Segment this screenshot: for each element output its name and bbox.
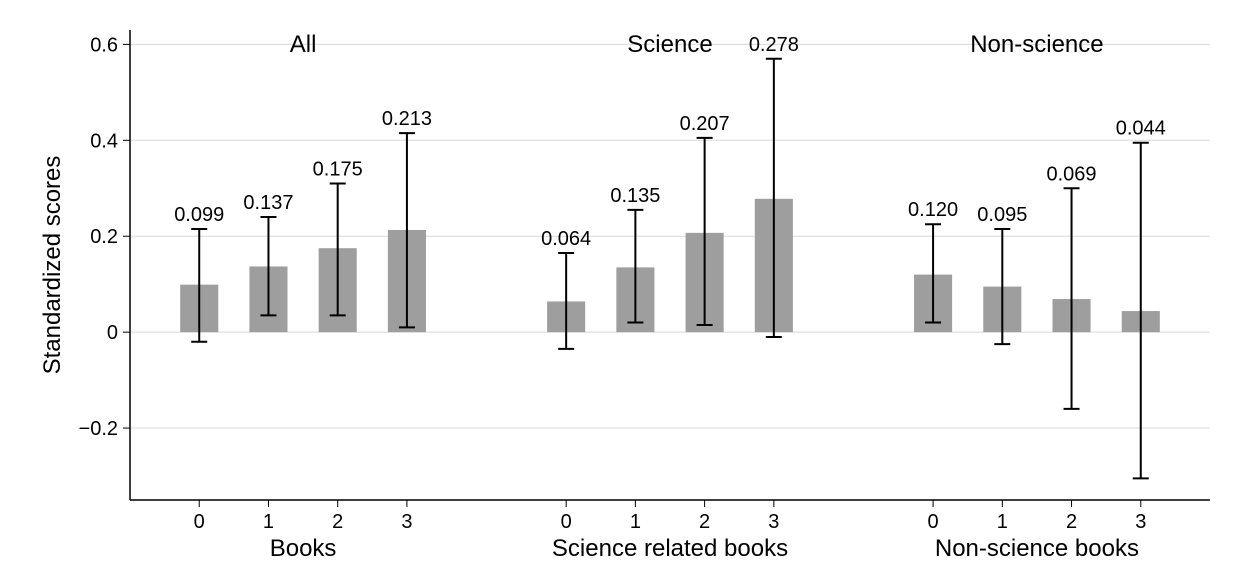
x-tick-label: 1 bbox=[997, 511, 1008, 533]
x-tick-label: 2 bbox=[332, 511, 343, 533]
panel-title: Science bbox=[627, 31, 712, 58]
group-label: Science related books bbox=[552, 535, 788, 562]
bar-value-label: 0.069 bbox=[1047, 163, 1097, 185]
x-tick-label: 3 bbox=[768, 511, 779, 533]
panel-title: Non-science bbox=[970, 31, 1103, 58]
y-tick-label: −0.2 bbox=[79, 418, 118, 440]
x-tick-label: 3 bbox=[401, 511, 412, 533]
bar-value-label: 0.278 bbox=[749, 34, 799, 56]
x-tick-label: 3 bbox=[1135, 511, 1146, 533]
x-tick-label: 1 bbox=[630, 511, 641, 533]
bar-value-label: 0.137 bbox=[243, 192, 293, 214]
bar-value-label: 0.135 bbox=[610, 185, 660, 207]
bar-value-label: 0.175 bbox=[313, 158, 363, 180]
bar-value-label: 0.207 bbox=[680, 113, 730, 135]
chart-svg: 0.0990.1370.1750.2130123BooksAll0.0640.1… bbox=[0, 0, 1245, 588]
bar-value-label: 0.044 bbox=[1116, 118, 1166, 140]
y-tick-label: 0.6 bbox=[90, 34, 118, 56]
y-tick-label: 0.2 bbox=[90, 226, 118, 248]
bar-value-label: 0.099 bbox=[174, 204, 224, 226]
bar-value-label: 0.095 bbox=[977, 204, 1027, 226]
chart-container: 0.0990.1370.1750.2130123BooksAll0.0640.1… bbox=[0, 0, 1245, 588]
y-tick-label: 0.4 bbox=[90, 130, 118, 152]
bar-value-label: 0.120 bbox=[908, 199, 958, 221]
group-label: Non-science books bbox=[935, 535, 1139, 562]
x-tick-label: 0 bbox=[928, 511, 939, 533]
bar-value-label: 0.064 bbox=[541, 228, 591, 250]
x-tick-label: 2 bbox=[699, 511, 710, 533]
x-tick-label: 2 bbox=[1066, 511, 1077, 533]
group-label: Books bbox=[270, 535, 337, 562]
x-tick-label: 0 bbox=[561, 511, 572, 533]
x-tick-label: 0 bbox=[194, 511, 205, 533]
x-tick-label: 1 bbox=[263, 511, 274, 533]
y-axis-title: Standardized scores bbox=[39, 156, 66, 375]
panel-title: All bbox=[290, 31, 317, 58]
bar-value-label: 0.213 bbox=[382, 108, 432, 130]
y-tick-label: 0 bbox=[107, 322, 118, 344]
